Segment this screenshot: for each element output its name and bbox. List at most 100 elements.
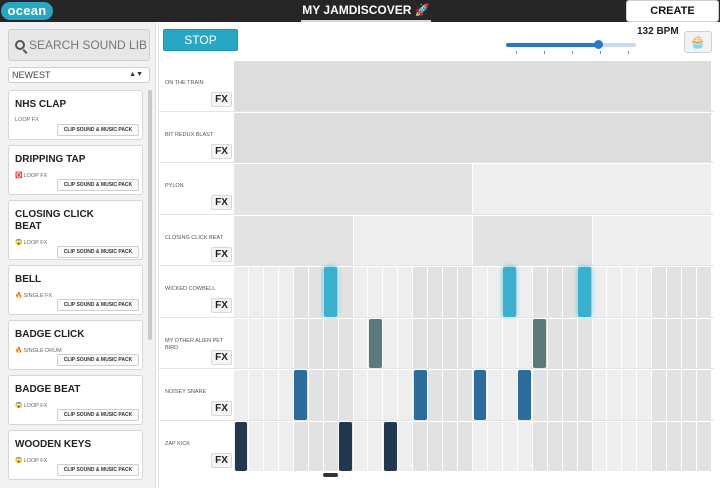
step-cell[interactable] xyxy=(562,421,577,471)
step-cell[interactable] xyxy=(323,370,338,420)
step-cell[interactable] xyxy=(697,318,711,368)
step-cell[interactable] xyxy=(532,421,547,471)
active-step[interactable] xyxy=(473,370,487,420)
pack-button[interactable]: CLIP SOUND & MUSIC PACK xyxy=(57,409,139,421)
step-cell[interactable] xyxy=(682,421,697,471)
step-cell[interactable] xyxy=(487,318,502,368)
track-fx-button[interactable]: FX xyxy=(211,195,232,210)
create-profile-button[interactable]: CREATE PROFILE xyxy=(626,0,719,38)
step-cell[interactable] xyxy=(473,421,487,471)
step-cell[interactable] xyxy=(443,267,458,317)
step-cell[interactable] xyxy=(443,370,458,420)
step-cell[interactable] xyxy=(278,318,293,368)
step-cell[interactable] xyxy=(338,318,353,368)
step-cell[interactable] xyxy=(502,318,517,368)
loop-segment[interactable] xyxy=(592,215,711,265)
step-cell[interactable] xyxy=(338,267,353,317)
step-cell[interactable] xyxy=(234,267,248,317)
step-cell[interactable] xyxy=(667,267,682,317)
step-cell[interactable] xyxy=(697,370,711,420)
step-cell[interactable] xyxy=(487,421,502,471)
step-cell[interactable] xyxy=(667,370,682,420)
step-cell[interactable] xyxy=(458,267,472,317)
step-cell[interactable] xyxy=(263,421,278,471)
ocean-logo[interactable]: ocean xyxy=(1,2,53,20)
active-step[interactable] xyxy=(503,267,517,317)
step-cell[interactable] xyxy=(368,370,383,420)
track-fx-button[interactable]: FX xyxy=(211,92,232,107)
step-cell[interactable] xyxy=(622,267,637,317)
step-cell[interactable] xyxy=(607,267,622,317)
step-cell[interactable] xyxy=(398,370,413,420)
step-cell[interactable] xyxy=(278,421,293,471)
step-cell[interactable] xyxy=(263,370,278,420)
sort-select[interactable]: NEWEST ▲▼ xyxy=(8,67,150,83)
app-title-tab[interactable]: MY JAMDISCOVER 🚀 xyxy=(301,0,431,22)
step-cell[interactable] xyxy=(652,318,667,368)
step-cell[interactable] xyxy=(368,421,383,471)
step-cell[interactable] xyxy=(428,421,443,471)
active-step[interactable] xyxy=(383,421,397,471)
step-cell[interactable] xyxy=(443,421,458,471)
playhead-handle[interactable] xyxy=(323,473,338,477)
step-cell[interactable] xyxy=(308,267,323,317)
step-cell[interactable] xyxy=(607,421,622,471)
step-cell[interactable] xyxy=(308,318,323,368)
step-cell[interactable] xyxy=(428,267,443,317)
step-cell[interactable] xyxy=(607,370,622,420)
track-fx-button[interactable]: FX xyxy=(211,143,232,159)
step-cell[interactable] xyxy=(458,370,472,420)
step-cell[interactable] xyxy=(293,421,308,471)
step-cell[interactable] xyxy=(487,370,502,420)
step-cell[interactable] xyxy=(323,421,338,471)
step-cell[interactable] xyxy=(577,421,592,471)
active-step[interactable] xyxy=(413,370,427,420)
track-fx-button[interactable]: FX xyxy=(211,246,232,262)
step-cell[interactable] xyxy=(443,318,458,368)
pack-button[interactable]: CLIP SOUND & MUSIC PACK xyxy=(57,354,139,366)
step-cell[interactable] xyxy=(547,370,562,420)
track-fx-button[interactable]: FX xyxy=(211,401,232,416)
active-step[interactable] xyxy=(578,267,591,317)
loop-segment[interactable] xyxy=(353,215,472,265)
step-cell[interactable] xyxy=(517,267,532,317)
step-cell[interactable] xyxy=(592,370,607,420)
step-cell[interactable] xyxy=(248,318,263,368)
search-input[interactable]: SEARCH SOUND LIB xyxy=(8,29,150,61)
tempo-slider-thumb[interactable] xyxy=(594,40,604,49)
pack-button[interactable]: CLIP SOUND & MUSIC PACK xyxy=(57,179,139,191)
step-cell[interactable] xyxy=(652,370,667,420)
step-cell[interactable] xyxy=(353,370,368,420)
step-cell[interactable] xyxy=(248,267,263,317)
step-cell[interactable] xyxy=(398,267,413,317)
active-step[interactable] xyxy=(368,318,382,368)
step-cell[interactable] xyxy=(682,318,697,368)
step-cell[interactable] xyxy=(473,267,487,317)
track-fx-button[interactable]: FX xyxy=(211,349,232,365)
step-cell[interactable] xyxy=(697,267,711,317)
step-cell[interactable] xyxy=(622,421,637,471)
step-cell[interactable] xyxy=(428,370,443,420)
step-cell[interactable] xyxy=(308,370,323,420)
step-cell[interactable] xyxy=(458,318,472,368)
sound-card[interactable]: BADGE CLICK 🔥SINGLE DRUM CLIP SOUND & MUSI… xyxy=(8,320,143,370)
step-cell[interactable] xyxy=(234,318,248,368)
step-cell[interactable] xyxy=(278,267,293,317)
step-cell[interactable] xyxy=(592,421,607,471)
active-step[interactable] xyxy=(339,421,352,471)
loop-segment[interactable] xyxy=(234,215,353,265)
stop-button[interactable]: STOP xyxy=(163,29,238,51)
step-cell[interactable] xyxy=(517,318,532,368)
step-cell[interactable] xyxy=(562,267,577,317)
step-cell[interactable] xyxy=(547,421,562,471)
step-cell[interactable] xyxy=(353,318,368,368)
step-cell[interactable] xyxy=(517,421,532,471)
pack-button[interactable]: CLIP SOUND & MUSIC PACK xyxy=(57,464,139,476)
step-cell[interactable] xyxy=(323,318,338,368)
cake-button[interactable]: 🧁 xyxy=(684,31,712,53)
active-step[interactable] xyxy=(234,421,248,471)
step-cell[interactable] xyxy=(607,318,622,368)
step-cell[interactable] xyxy=(428,318,443,368)
step-cell[interactable] xyxy=(532,267,547,317)
step-cell[interactable] xyxy=(293,318,308,368)
